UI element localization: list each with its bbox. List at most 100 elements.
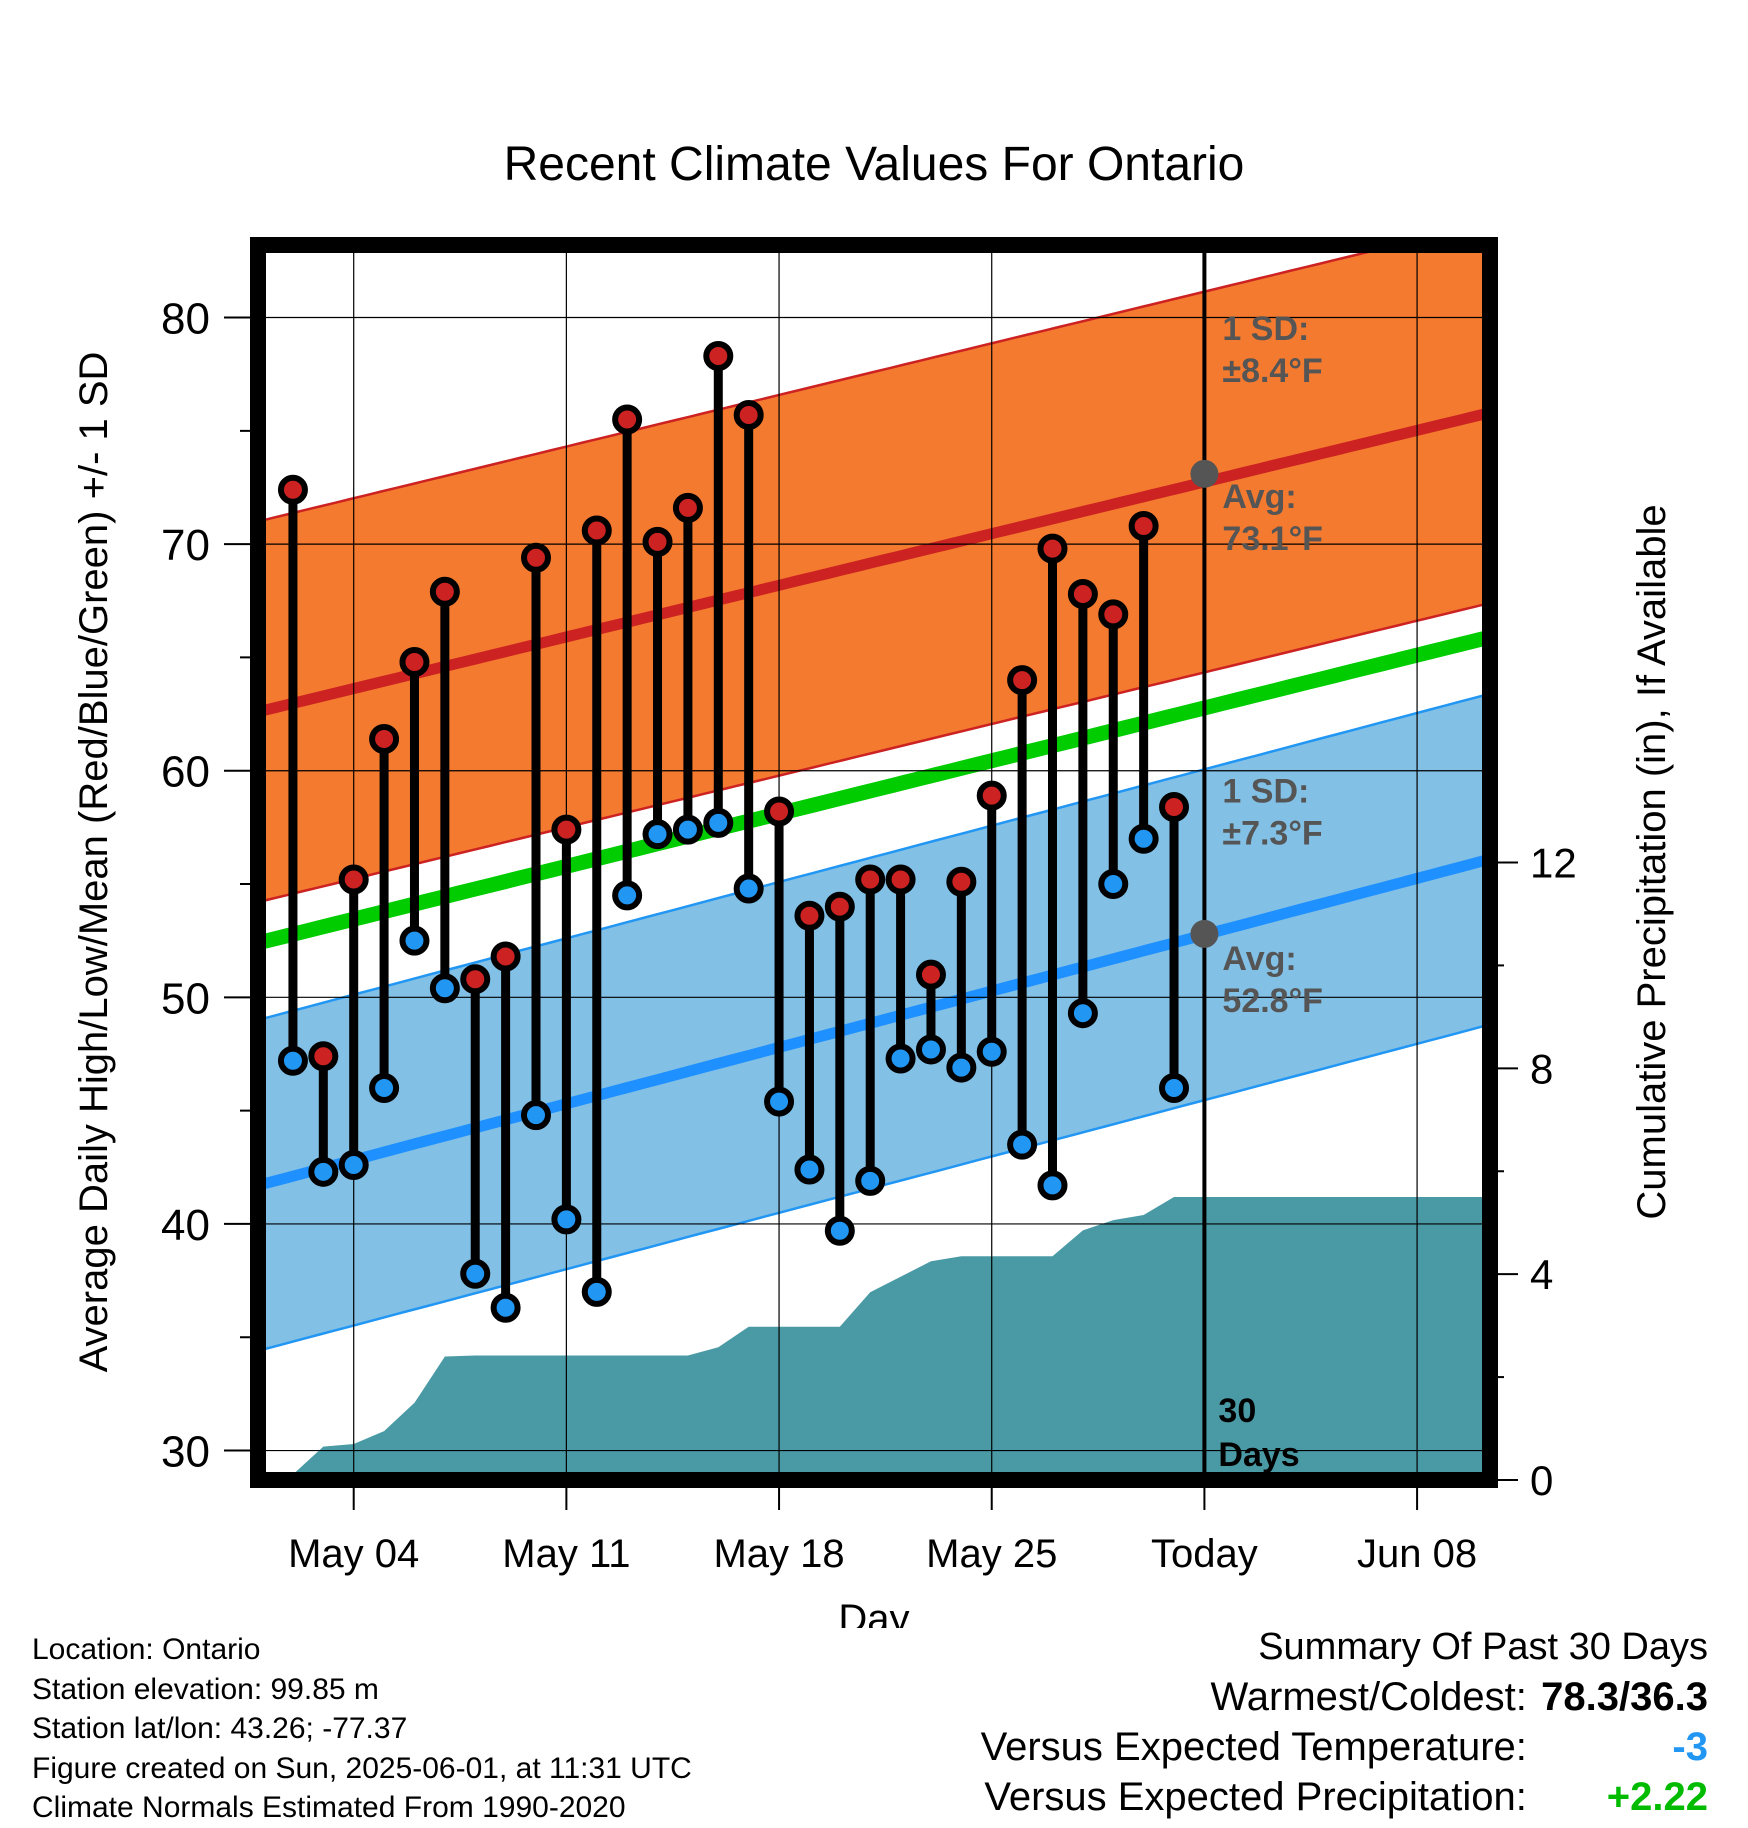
low-point [885,1043,916,1074]
low-point [551,1204,582,1235]
low-band-upper-edge [258,692,1490,1022]
low-avg-annotation-line2: 52.8°F [1222,982,1323,1020]
info-created: Figure created on Sun, 2025-06-01, at 11… [32,1751,692,1785]
low-point [399,925,430,956]
y-tick-label: 50 [161,974,210,1023]
info-latlon: Station lat/lon: 43.26; -77.37 [32,1712,408,1745]
low-point [490,1292,521,1323]
low-point [1007,1129,1038,1160]
y-tick-label: 70 [161,521,210,570]
y-tick-label: 40 [161,1201,210,1250]
high-point [1128,510,1159,541]
low-point [855,1165,886,1196]
y-tick-label: 30 [161,1428,210,1477]
high-point [642,526,673,557]
warm-cold-label: Warmest/Coldest: [1210,1675,1527,1719]
high-point [1007,665,1038,696]
climate-chart: Recent Climate Values For Ontario 1 SD: ±… [72,138,1674,1628]
high-band-lower-edge [258,601,1490,904]
high-point [429,576,460,607]
precip-value: +2.22 [1606,1775,1708,1819]
summary-panel: Summary Of Past 30 Days Warmest/Coldest:… [981,1622,1708,1822]
x-tick-label: May 04 [288,1532,419,1576]
y2-tick-label: 8 [1530,1045,1553,1092]
high-sd-annotation-line1: 1 SD: [1222,310,1309,348]
high-point [1037,533,1068,564]
station-info: Location: Ontario Station elevation: 99.… [32,1630,692,1828]
low-point [946,1052,977,1083]
x-tick-label: May 11 [502,1532,630,1576]
high-point [672,492,703,523]
info-normals: Climate Normals Estimated From 1990-2020 [32,1791,626,1824]
mean-normal-line [258,629,1490,951]
info-location: Location: Ontario [32,1633,261,1666]
high-point [460,964,491,995]
low-point [338,1150,369,1181]
low-avg-marker [1190,919,1219,948]
summary-title: Summary Of Past 30 Days [1258,1626,1708,1668]
high-avg-annotation-line1: Avg: [1222,478,1296,516]
high-point [733,399,764,430]
x-tick-label: May 25 [926,1532,1057,1576]
low-point [1098,869,1129,900]
high-point [551,814,582,845]
high-point [946,866,977,897]
high-point [1098,599,1129,630]
summary-temp-row: Versus Expected Temperature: -3 [981,1722,1708,1772]
high-point [824,891,855,922]
low-point [429,973,460,1004]
precipitation-area [286,1197,1490,1480]
high-avg-annotation-line2: 73.1°F [1222,520,1323,558]
high-point [612,404,643,435]
high-point [855,864,886,895]
temp-value: -3 [1672,1725,1708,1769]
high-band-upper-edge [258,245,1403,523]
high-point [915,959,946,990]
precip-label: Versus Expected Precipitation: [984,1775,1527,1819]
warm-cold-value: 78.3/36.3 [1541,1675,1708,1719]
high-avg-marker [1190,459,1219,488]
low-point [1128,823,1159,854]
low-point [764,1086,795,1117]
low-point [612,880,643,911]
high-point [885,864,916,895]
low-point [369,1072,400,1103]
plot-area: 1 SD: ±8.4°F Avg: 73.1°F 1 SD: ±7.3°F Avg: 52.8… [72,237,1674,1628]
high-point [976,780,1007,811]
temp-label: Versus Expected Temperature: [980,1725,1527,1769]
high-point [308,1041,339,1072]
today-days-label-line1: 30 [1218,1392,1256,1430]
plot-inner: 1 SD: ±8.4°F Avg: 73.1°F 1 SD: ±7.3°F Avg: 52.8… [258,245,1490,1480]
low-avg-annotation-line1: Avg: [1222,940,1296,978]
y-tick-label: 60 [161,748,210,797]
summary-warm-cold-row: Warmest/Coldest: 78.3/36.3 [981,1672,1709,1722]
high-point [520,542,551,573]
high-point [764,796,795,827]
high-point [399,646,430,677]
low-point [824,1215,855,1246]
low-sd-annotation-line2: ±7.3°F [1222,814,1322,852]
high-point [369,724,400,754]
high-point [1067,578,1098,609]
low-point [733,873,764,904]
today-days-label-line2: Days [1218,1436,1299,1474]
x-axis-label: Day [838,1597,909,1628]
low-point [672,814,703,845]
x-tick-label: Jun 08 [1357,1532,1477,1576]
high-point [490,941,521,972]
low-point [1037,1170,1068,1201]
y2-tick-label: 4 [1530,1251,1553,1298]
low-point [794,1154,825,1185]
y2-tick-label: 12 [1530,840,1577,887]
low-point [1067,998,1098,1029]
high-normal-line [258,407,1490,718]
high-point [1159,791,1190,822]
low-point [976,1036,1007,1067]
high-sd-annotation-line2: ±8.4°F [1222,352,1322,390]
x-tick-label: Today [1151,1532,1258,1576]
low-point [915,1034,946,1065]
high-point [581,515,612,546]
y2-tick-label: 0 [1530,1457,1553,1504]
y-axis-label: Average Daily High/Low/Mean (Red/Blue/Gr… [72,352,116,1373]
low-sd-annotation-line1: 1 SD: [1222,772,1309,810]
